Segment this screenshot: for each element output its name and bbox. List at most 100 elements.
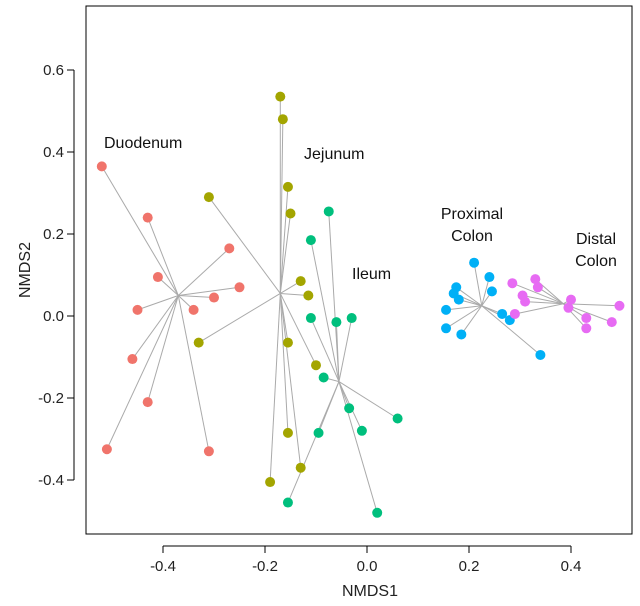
spoke-line — [279, 119, 284, 294]
data-point — [484, 272, 495, 283]
data-point — [453, 294, 464, 305]
y-tick-label: 0.0 — [43, 308, 64, 325]
data-point — [530, 274, 541, 285]
data-point — [234, 282, 245, 293]
data-point — [224, 243, 235, 254]
data-point — [581, 313, 592, 324]
data-point — [96, 161, 107, 172]
spoke-line — [106, 295, 179, 450]
spoke-line — [335, 322, 340, 382]
group-label-line: Proximal — [441, 206, 503, 223]
spoke-line — [338, 381, 398, 419]
data-point — [142, 397, 153, 408]
spoke-line — [338, 317, 353, 382]
data-point — [318, 372, 329, 383]
spoke-line — [481, 305, 541, 356]
x-tick-label: 0.0 — [357, 558, 378, 575]
spoke-line — [177, 295, 210, 452]
spoke-line — [147, 295, 179, 403]
data-point — [497, 308, 508, 319]
data-point — [101, 444, 112, 455]
spoke-line — [147, 217, 179, 296]
data-point — [581, 323, 592, 334]
data-point — [282, 427, 293, 438]
data-point — [486, 286, 497, 297]
data-point — [313, 427, 324, 438]
data-point — [188, 304, 199, 315]
data-point — [535, 349, 546, 360]
data-point — [132, 304, 143, 315]
data-point — [152, 272, 163, 283]
group-label-line: Distal — [576, 231, 616, 248]
spoke-line — [137, 295, 179, 311]
data-point — [520, 296, 531, 307]
data-point — [441, 304, 452, 315]
spoke-line — [525, 301, 564, 305]
data-point — [282, 181, 293, 192]
data-point — [265, 477, 276, 488]
group-label: Ileum — [352, 266, 391, 283]
group-label-line: Colon — [575, 253, 617, 270]
spoke-line — [279, 293, 317, 366]
spoke-line — [522, 295, 564, 305]
data-point — [509, 308, 520, 319]
data-point — [295, 462, 306, 473]
data-point — [392, 413, 403, 424]
spoke-line — [279, 293, 302, 468]
x-axis-title: NMDS1 — [342, 583, 398, 600]
data-point — [127, 354, 138, 365]
spoke-line — [198, 293, 281, 344]
y-tick-label: -0.4 — [38, 472, 64, 489]
y-tick-label: -0.2 — [38, 390, 64, 407]
spoke-line — [269, 293, 281, 483]
spoke-line — [279, 213, 291, 294]
data-point — [507, 278, 518, 289]
data-point — [203, 446, 214, 457]
spoke-line — [445, 305, 483, 329]
group-label-line: Jejunum — [304, 146, 364, 163]
spoke-line — [338, 381, 378, 513]
data-point — [356, 425, 367, 436]
data-point — [563, 302, 574, 313]
spoke-line — [460, 305, 483, 335]
group-label-line: Colon — [451, 228, 493, 245]
data-point — [566, 294, 576, 305]
data-point — [193, 337, 204, 348]
data-point — [209, 292, 219, 303]
group-label-line: Duodenum — [104, 135, 182, 152]
data-point — [456, 329, 467, 340]
group-label: Jejunum — [304, 146, 364, 163]
data-point — [469, 257, 480, 268]
data-point — [311, 360, 321, 371]
spoke-line — [310, 240, 340, 382]
data-point — [606, 317, 617, 328]
group-label: Distal Colon — [575, 231, 617, 270]
spoke-line — [279, 293, 289, 433]
group-label: Proximal Colon — [441, 206, 503, 245]
data-point — [331, 317, 342, 328]
spoke-line — [455, 286, 483, 307]
y-tick-label: 0.6 — [43, 62, 64, 79]
data-point — [303, 290, 314, 301]
spoke-line — [208, 196, 281, 294]
spoke-line — [178, 295, 215, 299]
spoke-line — [445, 305, 482, 311]
y-tick-label: 0.2 — [43, 226, 64, 243]
data-points — [96, 91, 625, 518]
spoke-line — [473, 262, 483, 306]
x-tick-label: -0.4 — [150, 558, 176, 575]
spoke-line — [310, 317, 340, 382]
data-point — [346, 313, 357, 324]
data-point — [323, 206, 334, 217]
data-point — [275, 91, 286, 102]
group-label: Duodenum — [104, 135, 182, 152]
x-tick-label: -0.2 — [252, 558, 278, 575]
y-axis-title: NMDS2 — [17, 242, 34, 298]
x-tick-label: 0.4 — [561, 558, 582, 575]
spoke-line — [287, 381, 340, 503]
x-tick-label: 0.2 — [459, 558, 480, 575]
spoke-line — [514, 303, 564, 315]
x-axis: -0.4 -0.2 0.0 0.2 0.4 — [150, 545, 582, 575]
spoke-line — [537, 286, 564, 305]
